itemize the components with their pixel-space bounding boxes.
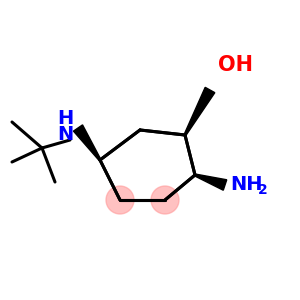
Polygon shape [74, 125, 101, 160]
Circle shape [106, 186, 134, 214]
Polygon shape [195, 174, 227, 190]
Circle shape [151, 186, 179, 214]
Polygon shape [184, 87, 215, 136]
Text: H: H [57, 109, 73, 128]
Text: 2: 2 [258, 183, 268, 197]
Text: NH: NH [230, 176, 262, 194]
Text: N: N [57, 125, 73, 145]
Text: OH: OH [218, 55, 253, 75]
